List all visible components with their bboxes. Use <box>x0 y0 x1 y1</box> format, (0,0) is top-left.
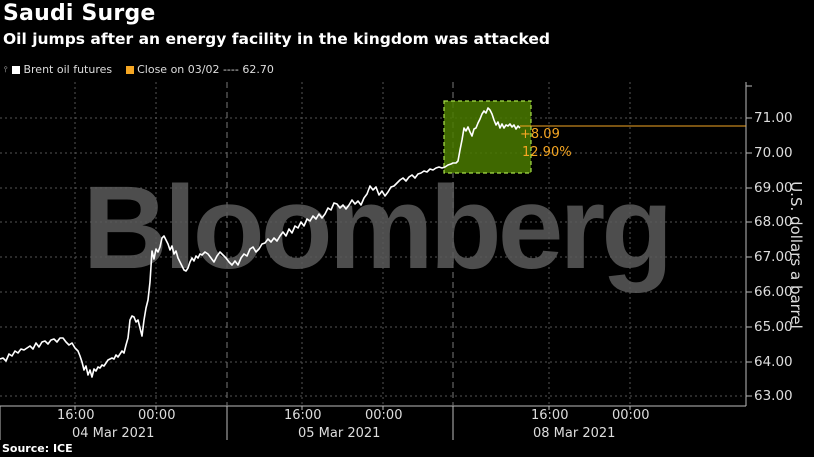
y-tick-label: 68.00 <box>754 214 793 230</box>
chart-subtitle: Oil jumps after an energy facility in th… <box>3 30 550 48</box>
horizontal-gridlines <box>0 117 746 397</box>
x-day-label: 05 Mar 2021 <box>298 426 381 441</box>
y-ticks <box>746 85 752 397</box>
legend-label: Brent oil futures <box>23 63 113 76</box>
x-tick-label: 00:00 <box>138 408 176 423</box>
legend-item-close: Close on 03/02 ---- 62.70 <box>126 63 274 76</box>
vertical-gridlines <box>74 82 631 406</box>
annotation-percent: 12.90% <box>522 145 572 160</box>
price-line <box>0 107 521 378</box>
legend-swatch-orange <box>126 65 135 74</box>
y-tick-label: 66.00 <box>754 284 793 300</box>
x-tick-label: 16:00 <box>57 408 95 423</box>
y-tick-label: 64.00 <box>754 354 793 370</box>
legend-swatch-white <box>12 65 21 74</box>
source-note: Source: ICE <box>2 442 73 455</box>
legend-item-brent: Brent oil futures <box>12 63 112 76</box>
y-tick-label: 63.00 <box>754 388 793 404</box>
y-tick-label: 65.00 <box>754 319 793 335</box>
chart-title: Saudi Surge <box>3 1 156 26</box>
x-ticks <box>0 406 631 440</box>
x-tick-label: 00:00 <box>365 408 403 423</box>
watermark-text: Bloomberg <box>83 162 670 294</box>
y-tick-label: 69.00 <box>754 180 793 196</box>
y-tick-label: 70.00 <box>754 145 793 161</box>
y-axis-label: U.S. dollars a barrel <box>787 181 805 329</box>
x-day-label: 08 Mar 2021 <box>533 426 616 441</box>
annotation-change: +8.09 <box>520 127 560 142</box>
x-tick-label: 16:00 <box>284 408 322 423</box>
x-day-label: 04 Mar 2021 <box>72 426 155 441</box>
y-tick-label: 67.00 <box>754 249 793 265</box>
x-tick-label: 16:00 <box>531 408 569 423</box>
y-tick-label: 71.00 <box>754 110 793 126</box>
pin-icon[interactable]: ⫯ <box>4 64 8 74</box>
legend-label: Close on 03/02 ---- 62.70 <box>137 63 274 76</box>
x-tick-label: 00:00 <box>612 408 650 423</box>
legend: ⫯ Brent oil futures Close on 03/02 ---- … <box>4 63 284 76</box>
